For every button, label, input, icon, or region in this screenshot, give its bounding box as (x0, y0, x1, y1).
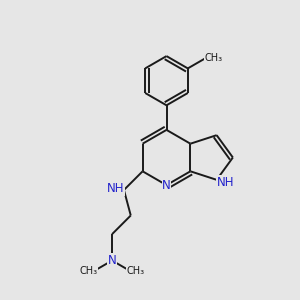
Text: NH: NH (217, 176, 234, 189)
Text: NH: NH (107, 182, 124, 195)
Text: CH₃: CH₃ (204, 53, 223, 63)
Text: N: N (108, 254, 116, 267)
Text: CH₃: CH₃ (80, 266, 98, 276)
Text: N: N (162, 179, 171, 192)
Text: CH₃: CH₃ (127, 266, 145, 276)
